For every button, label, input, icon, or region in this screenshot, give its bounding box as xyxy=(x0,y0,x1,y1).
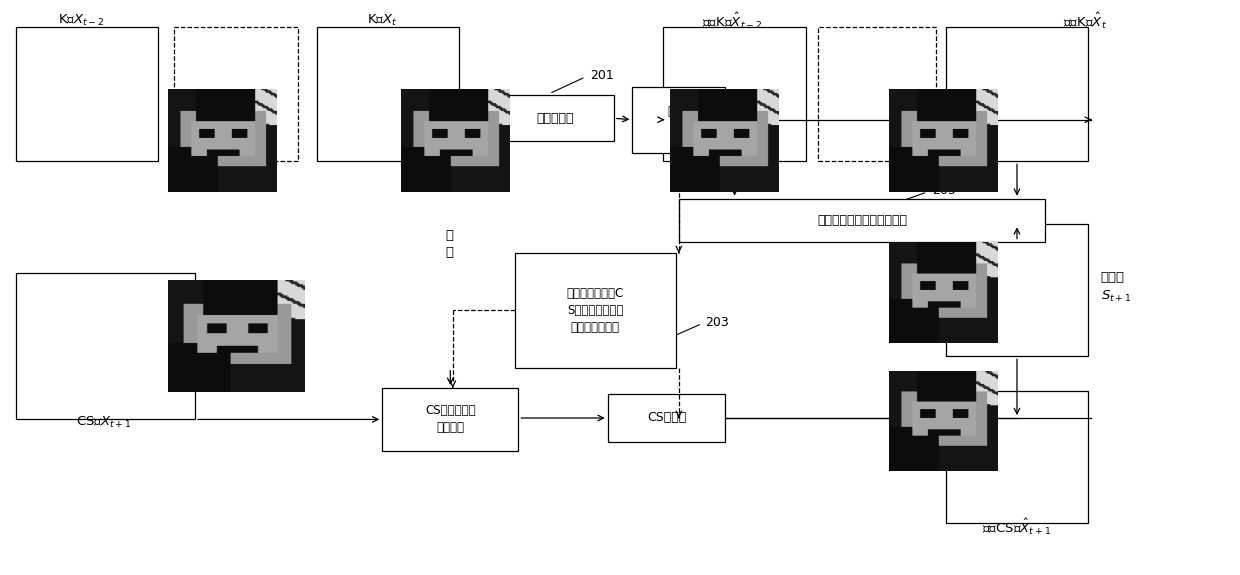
Text: 206: 206 xyxy=(698,404,722,417)
Bar xyxy=(663,26,806,162)
Bar xyxy=(946,224,1089,356)
Bar xyxy=(496,95,614,141)
Bar xyxy=(382,388,518,451)
Text: 关键帧编码: 关键帧编码 xyxy=(536,112,574,125)
Text: 204: 204 xyxy=(490,391,513,404)
Bar xyxy=(818,26,936,162)
Bar xyxy=(680,198,1045,241)
Bar xyxy=(608,394,725,442)
Bar xyxy=(174,26,298,162)
Text: K帧$X_{t-2}$: K帧$X_{t-2}$ xyxy=(58,13,104,28)
Text: 202: 202 xyxy=(698,103,722,116)
Bar xyxy=(632,87,725,153)
Bar xyxy=(316,26,459,162)
Text: CS帧压缩感知
测量编码: CS帧压缩感知 测量编码 xyxy=(425,404,476,435)
Bar xyxy=(946,391,1089,523)
Text: 203: 203 xyxy=(706,316,729,329)
Text: 重构K帧$\hat{X}_{t-2}$: 重构K帧$\hat{X}_{t-2}$ xyxy=(702,11,761,31)
Text: 反
馈: 反 馈 xyxy=(445,229,453,259)
Bar xyxy=(946,26,1089,162)
Text: K帧$X_t$: K帧$X_t$ xyxy=(367,13,397,28)
Text: 计算分配待编码C
S帧图像块需要传
送的测量值数目: 计算分配待编码C S帧图像块需要传 送的测量值数目 xyxy=(567,287,624,334)
Text: 201: 201 xyxy=(590,69,614,82)
Bar xyxy=(515,253,676,368)
Text: CS帧重构: CS帧重构 xyxy=(647,412,686,424)
Bar xyxy=(16,26,157,162)
Text: 关键帧
重构: 关键帧 重构 xyxy=(667,105,691,135)
Text: 对两帧进行内插、运动估计: 对两帧进行内插、运动估计 xyxy=(817,213,908,227)
Text: 重构K帧$\hat{X}_t$: 重构K帧$\hat{X}_t$ xyxy=(1063,11,1106,31)
Text: 边信息
$S_{t+1}$: 边信息 $S_{t+1}$ xyxy=(1101,271,1131,304)
Bar xyxy=(16,273,195,419)
Text: 重构CS帧$\hat{X}_{t+1}$: 重构CS帧$\hat{X}_{t+1}$ xyxy=(982,517,1050,538)
Text: CS帧$X_{t+1}$: CS帧$X_{t+1}$ xyxy=(76,415,131,430)
Text: 205: 205 xyxy=(932,184,956,197)
